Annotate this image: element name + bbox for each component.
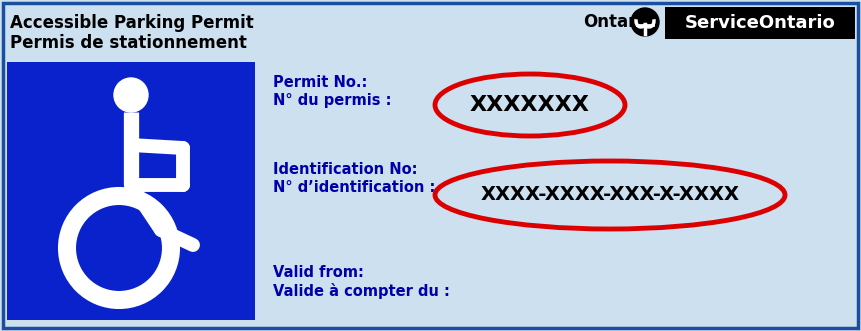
Text: Identification No:: Identification No:: [273, 162, 418, 177]
Text: XXXXXXX: XXXXXXX: [470, 95, 590, 115]
Ellipse shape: [435, 74, 625, 136]
Text: Valide à compter du :: Valide à compter du :: [273, 283, 450, 299]
Text: ServiceOntario: ServiceOntario: [684, 14, 835, 32]
Text: Permit No.:: Permit No.:: [273, 75, 368, 90]
Text: Valid from:: Valid from:: [273, 265, 364, 280]
Text: Ontario: Ontario: [583, 13, 653, 31]
Bar: [7, 62, 255, 320]
Text: N° du permis :: N° du permis :: [273, 93, 392, 108]
Text: Accessible Parking Permit: Accessible Parking Permit: [10, 14, 254, 32]
Bar: [665, 7, 855, 39]
Text: Permis de stationnement: Permis de stationnement: [10, 34, 247, 52]
Text: XXXX-XXXX-XXX-X-XXXX: XXXX-XXXX-XXX-X-XXXX: [480, 185, 740, 205]
Circle shape: [114, 78, 148, 112]
Circle shape: [631, 8, 659, 36]
Text: N° d’identification :: N° d’identification :: [273, 180, 436, 195]
Ellipse shape: [435, 161, 785, 229]
